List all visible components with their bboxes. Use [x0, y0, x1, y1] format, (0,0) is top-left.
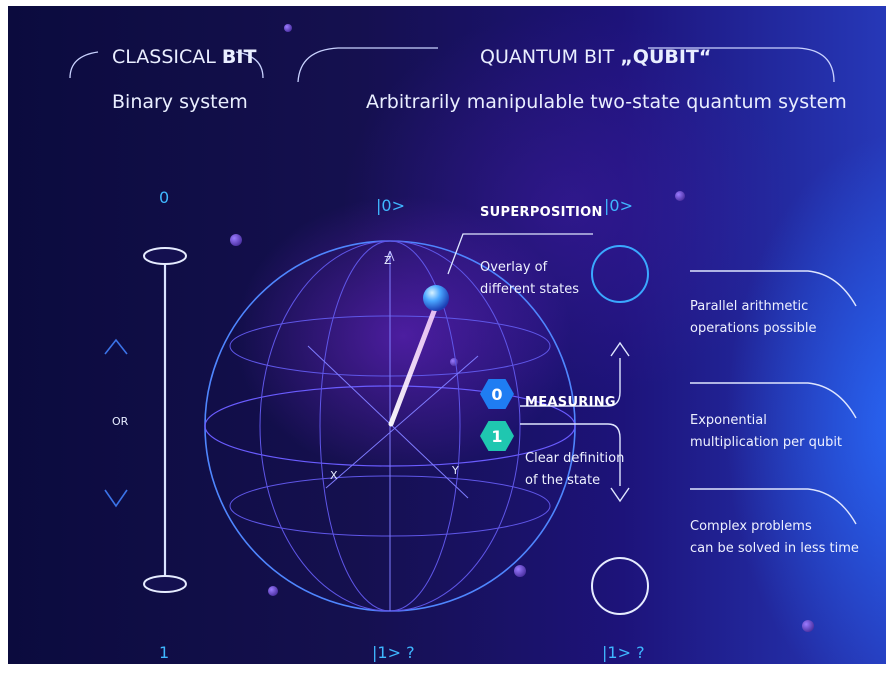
- measuring-title: MEASURING: [525, 395, 616, 410]
- benefit-1-line1: Parallel arithmetic: [690, 299, 809, 314]
- decor-dot: [450, 358, 458, 366]
- decor-dot: [802, 620, 814, 632]
- sphere-bottom-ket: |1> ?: [372, 643, 415, 662]
- bloch-sphere: [204, 240, 576, 612]
- measuring-line1: Clear definition: [525, 451, 625, 466]
- superposition-line2: different states: [480, 282, 580, 297]
- decor-dot: [514, 565, 526, 577]
- infographic-canvas: CLASSICAL BIT Binary system QUANTUM BIT …: [8, 6, 886, 664]
- diagram-graphics: [69, 24, 857, 632]
- state-vector: [388, 303, 439, 427]
- classical-bit-line: [104, 247, 187, 593]
- quantum-title-bold: „QUBIT“: [620, 46, 712, 68]
- superposition-line1: Overlay of: [480, 260, 548, 275]
- state-bottom-ket: |1> ?: [602, 643, 645, 662]
- decor-dot: [675, 191, 685, 201]
- decor-dot: [268, 586, 278, 596]
- or-label: OR: [112, 415, 129, 428]
- superposition-callout-line: [447, 233, 593, 275]
- up-chevron-icon: [104, 338, 128, 355]
- superposition-title: SUPERPOSITION: [480, 205, 603, 220]
- benefit-3-line1: Complex problems: [690, 519, 812, 534]
- quantum-bit-title: QUANTUM BIT „QUBIT“: [480, 46, 711, 68]
- measuring-line2: of the state: [525, 473, 601, 488]
- benefit-3-line2: can be solved in less time: [690, 541, 859, 556]
- benefit-2-line1: Exponential: [690, 413, 767, 428]
- state-1-circle: [591, 557, 649, 615]
- classical-title-prefix: CLASSICAL: [112, 46, 222, 68]
- benefit-dividers: [690, 270, 857, 525]
- classical-bit-title: CLASSICAL BIT: [112, 46, 256, 68]
- classical-subtitle: Binary system: [112, 91, 248, 113]
- classical-bottom-value: 1: [159, 643, 170, 662]
- classical-top-value: 0: [159, 188, 170, 207]
- quantum-subtitle: Arbitrarily manipulable two-state quantu…: [366, 91, 847, 113]
- qubit-state-ball: [423, 285, 449, 311]
- measuring-connector: [520, 341, 630, 503]
- axis-y-label: Y: [452, 464, 459, 477]
- down-chevron-icon: [104, 489, 128, 508]
- decor-dots: [230, 24, 814, 632]
- axis-x-label: X: [330, 469, 338, 482]
- quantum-header-bracket: [297, 47, 835, 83]
- sphere-top-ket: |0>: [376, 196, 405, 215]
- state-0-circle: [591, 245, 649, 303]
- benefit-2-line2: multiplication per qubit: [690, 435, 843, 450]
- state-top-ket: |0>: [604, 196, 633, 215]
- decor-dot: [230, 234, 242, 246]
- classical-title-bold: BIT: [221, 46, 257, 68]
- classical-header-bracket: [69, 51, 264, 79]
- benefit-1-line2: operations possible: [690, 321, 817, 336]
- axis-z-label: Z: [384, 254, 392, 267]
- quantum-title-prefix: QUANTUM BIT: [480, 46, 621, 68]
- decor-dot: [284, 24, 292, 32]
